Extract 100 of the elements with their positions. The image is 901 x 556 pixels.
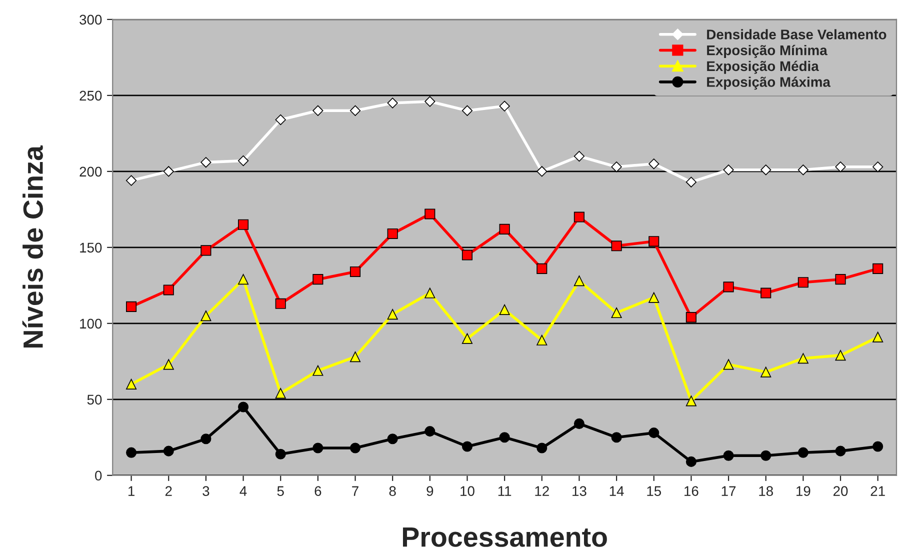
point	[163, 284, 174, 296]
point	[238, 274, 249, 285]
y-tick-label: 300	[80, 14, 102, 25]
y-tick-label: 250	[80, 90, 102, 101]
point	[686, 176, 697, 188]
point	[723, 282, 734, 292]
point	[387, 434, 398, 444]
point	[536, 263, 548, 274]
point	[611, 432, 622, 443]
point	[574, 418, 584, 429]
x-tick-label: 7	[352, 486, 358, 496]
point	[760, 164, 772, 176]
point	[126, 301, 137, 312]
point	[350, 352, 361, 362]
point	[574, 276, 584, 286]
point	[499, 432, 510, 443]
point	[312, 442, 324, 454]
x-tick-label: 12	[535, 486, 549, 496]
point	[275, 298, 286, 309]
point	[200, 434, 212, 444]
x-tick-label: 11	[498, 486, 512, 496]
x-tick-label: 21	[870, 486, 885, 496]
point	[424, 426, 436, 437]
point	[760, 288, 772, 298]
point	[760, 450, 772, 461]
x-tick-label: 19	[796, 486, 810, 496]
point	[200, 245, 212, 256]
point	[574, 212, 584, 222]
point	[462, 105, 473, 116]
x-tick-label: 6	[314, 486, 322, 496]
point	[611, 240, 622, 252]
x-tick-label: 14	[610, 486, 624, 496]
point	[275, 388, 286, 399]
point	[798, 277, 808, 288]
point	[387, 228, 398, 240]
point	[387, 309, 398, 320]
x-tick-label: 5	[277, 486, 284, 496]
point	[200, 310, 212, 322]
point	[835, 274, 846, 285]
legend-label: Densidade Base Velamento	[707, 29, 886, 40]
point	[424, 208, 436, 220]
point	[387, 98, 398, 108]
point	[499, 100, 510, 112]
point	[536, 442, 548, 454]
point	[723, 359, 734, 370]
x-tick-label: 3	[202, 486, 210, 496]
point	[126, 447, 137, 458]
point	[312, 365, 324, 376]
point	[275, 114, 286, 126]
point	[872, 332, 884, 342]
legend-label: Exposição Máxima	[707, 76, 831, 90]
point	[275, 448, 286, 460]
point	[686, 396, 696, 406]
x-tick-label: 4	[240, 486, 247, 496]
point	[462, 441, 473, 452]
point	[648, 428, 660, 438]
point	[835, 350, 846, 361]
x-tick-label: 2	[165, 486, 172, 496]
point	[312, 105, 324, 116]
point	[462, 250, 473, 260]
point	[648, 292, 660, 303]
x-tick-label: 15	[647, 486, 662, 496]
point	[163, 446, 174, 456]
point	[760, 366, 772, 378]
point	[872, 162, 884, 172]
point	[163, 166, 174, 177]
point	[798, 353, 808, 364]
point	[499, 224, 510, 234]
point	[648, 236, 660, 247]
point	[574, 150, 585, 162]
x-tick-label: 8	[389, 486, 396, 496]
point	[238, 155, 249, 166]
point	[424, 96, 436, 107]
point	[835, 446, 846, 456]
point	[350, 266, 361, 278]
y-tick-label: 0	[95, 470, 102, 481]
point	[350, 442, 361, 454]
point	[126, 378, 137, 390]
y-tick-label: 100	[80, 318, 102, 329]
point	[835, 162, 846, 172]
y-tick-label: 150	[80, 242, 102, 253]
legend-label: Exposição Média	[707, 60, 819, 74]
x-tick-label: 10	[460, 486, 474, 496]
point	[126, 175, 137, 186]
x-tick-label: 16	[684, 486, 698, 496]
point	[686, 456, 696, 467]
point	[798, 447, 808, 458]
y-tick-label: 200	[80, 166, 102, 177]
point	[536, 334, 548, 346]
point	[611, 162, 622, 172]
x-tick-label: 18	[759, 486, 773, 496]
x-tick-label: 17	[722, 486, 736, 496]
point	[238, 402, 249, 412]
point	[350, 105, 361, 116]
y-axis-title: Níveis de Cinza	[22, 145, 43, 348]
point	[611, 307, 622, 318]
x-axis-title: Processamento	[402, 528, 607, 547]
x-tick-label: 13	[572, 486, 586, 496]
point	[798, 164, 809, 176]
point	[536, 166, 548, 177]
